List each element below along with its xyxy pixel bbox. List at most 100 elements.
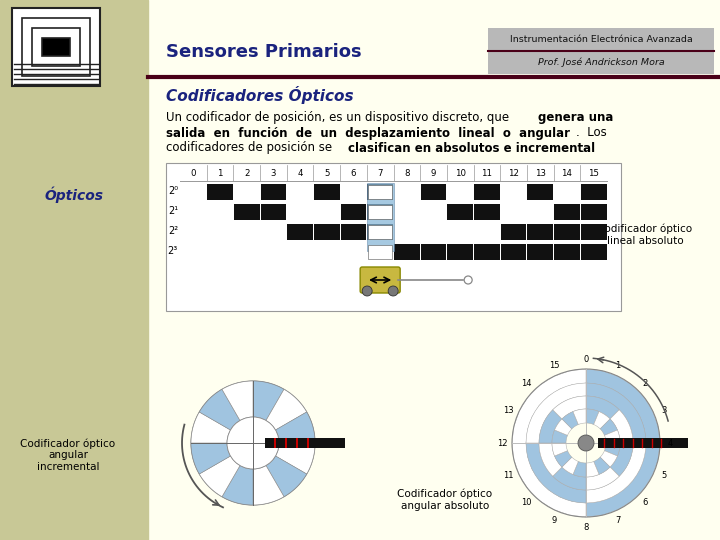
Text: codificadores de posición se: codificadores de posición se (166, 141, 336, 154)
Bar (181, 204, 206, 219)
Text: Codificador óptico
angular absoluto: Codificador óptico angular absoluto (397, 489, 492, 511)
Bar (474, 184, 500, 199)
Polygon shape (586, 443, 646, 503)
Bar (12, 8, 100, 86)
Bar (394, 244, 420, 260)
Text: Un codificador de posición, es un dispositivo discreto, que: Un codificador de posición, es un dispos… (166, 111, 513, 125)
Polygon shape (573, 409, 586, 424)
Text: 15: 15 (549, 361, 559, 370)
Bar (287, 204, 313, 219)
Bar (420, 244, 446, 260)
Bar (581, 204, 606, 219)
Text: 13: 13 (503, 407, 513, 415)
Bar (207, 204, 233, 219)
Polygon shape (586, 369, 660, 517)
Text: 11: 11 (482, 168, 492, 178)
Text: 2¹: 2¹ (168, 206, 178, 217)
Text: 2⁰: 2⁰ (168, 186, 178, 197)
Text: Prof. José Andrickson Mora: Prof. José Andrickson Mora (538, 57, 665, 67)
Text: 8: 8 (404, 168, 410, 178)
Polygon shape (594, 411, 610, 429)
Bar (474, 244, 500, 260)
Bar (314, 204, 340, 219)
Bar (420, 224, 446, 240)
Polygon shape (586, 462, 599, 477)
Text: Codificador óptico
angular
incremental: Codificador óptico angular incremental (20, 438, 116, 472)
Bar (234, 244, 260, 260)
Bar (261, 204, 287, 219)
Polygon shape (573, 462, 586, 477)
Text: 14: 14 (521, 379, 532, 388)
Bar (341, 244, 366, 260)
Bar (261, 184, 287, 199)
Polygon shape (539, 443, 562, 476)
Text: 4: 4 (297, 168, 303, 178)
Polygon shape (199, 456, 240, 497)
Bar (554, 224, 580, 240)
Bar (500, 244, 526, 260)
Bar (367, 204, 393, 219)
Bar (234, 184, 260, 199)
Text: 10: 10 (455, 168, 466, 178)
Bar (42, 38, 70, 56)
Text: 2: 2 (643, 379, 648, 388)
Text: 1: 1 (616, 361, 621, 370)
Polygon shape (253, 381, 284, 421)
Bar (528, 204, 553, 219)
Bar (474, 224, 500, 240)
Text: 7: 7 (377, 168, 383, 178)
Bar (261, 244, 287, 260)
Circle shape (388, 286, 398, 296)
Polygon shape (266, 456, 307, 497)
Bar (554, 184, 580, 199)
Bar (314, 244, 340, 260)
Bar (366, 183, 394, 251)
Bar (474, 204, 500, 219)
Bar (0, 0, 148, 540)
Bar (265, 438, 345, 448)
Bar (447, 244, 473, 260)
Polygon shape (554, 419, 572, 435)
Polygon shape (605, 443, 620, 456)
Bar (234, 224, 260, 240)
Bar (367, 224, 393, 240)
Bar (581, 184, 606, 199)
Polygon shape (276, 412, 315, 443)
Text: 7: 7 (616, 516, 621, 525)
Bar (420, 204, 446, 219)
Bar (581, 244, 606, 260)
Bar (394, 184, 420, 199)
Text: 11: 11 (503, 471, 513, 480)
Bar (207, 244, 233, 260)
Bar (420, 184, 446, 199)
Circle shape (227, 417, 279, 469)
Polygon shape (594, 457, 610, 475)
Text: 1: 1 (217, 168, 222, 178)
Polygon shape (199, 389, 240, 430)
Polygon shape (222, 381, 253, 421)
Bar (22, 18, 90, 76)
Bar (554, 244, 580, 260)
Bar (166, 163, 621, 311)
Polygon shape (600, 451, 618, 467)
Bar (234, 204, 260, 219)
Text: 12: 12 (508, 168, 519, 178)
Text: 13: 13 (535, 168, 546, 178)
Bar (181, 244, 206, 260)
Text: clasifican en absolutos e incremental: clasifican en absolutos e incremental (348, 141, 595, 154)
Text: 0: 0 (583, 354, 589, 363)
Polygon shape (610, 410, 633, 443)
Text: 2: 2 (244, 168, 249, 178)
Polygon shape (539, 410, 562, 443)
Polygon shape (276, 443, 315, 474)
Text: 2³: 2³ (168, 246, 178, 256)
Text: 9: 9 (431, 168, 436, 178)
Text: 3: 3 (271, 168, 276, 178)
Polygon shape (554, 451, 572, 467)
Bar (394, 204, 420, 219)
Polygon shape (605, 430, 620, 443)
Bar (181, 224, 206, 240)
Bar (394, 224, 420, 240)
Text: 14: 14 (562, 168, 572, 178)
Bar (32, 28, 80, 66)
